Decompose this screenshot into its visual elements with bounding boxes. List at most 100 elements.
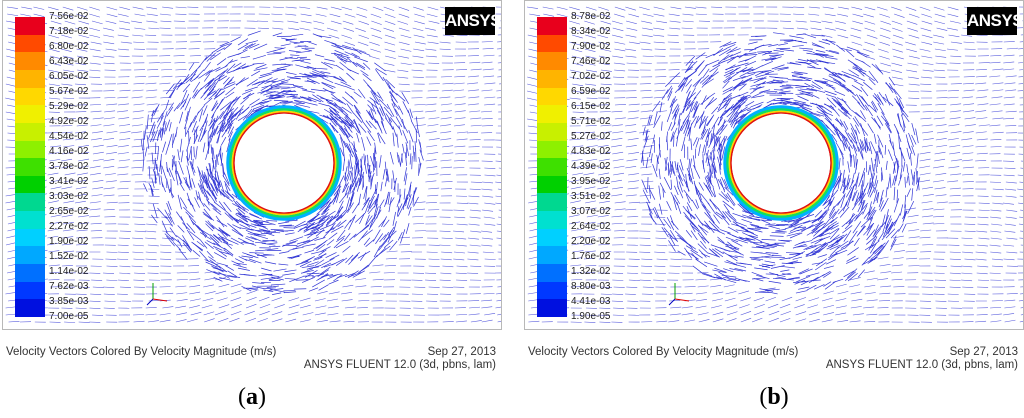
vector-plot-viewport[interactable]: 7.56e-02 7.18e-02 6.80e-02 6.43e-02 6.05e-02…	[2, 0, 502, 330]
colorbar-segment	[537, 281, 567, 300]
colorbar-segment	[537, 69, 567, 89]
colorbar-tick-label: 4.92e-02	[49, 116, 89, 127]
panel-a: 7.56e-02 7.18e-02 6.80e-02 6.43e-02 6.05e-02…	[2, 0, 502, 418]
colorbar-segment	[537, 175, 567, 194]
colorbar-tick-label: 4.16e-02	[49, 146, 89, 157]
colorbar-tick-label: 3.07e-02	[571, 206, 611, 217]
colorbar-tick-label: 7.56e-02	[49, 11, 89, 22]
colorbar-segment	[15, 140, 45, 159]
colorbar-segment	[15, 17, 45, 36]
colorbar-segment	[15, 299, 45, 318]
colorbar-segment	[15, 34, 45, 53]
cylinder-body	[234, 113, 334, 213]
colorbar-tick-label: 8.34e-02	[571, 26, 611, 37]
colorbar-tick-label: 5.29e-02	[49, 101, 89, 112]
colorbar-segment	[15, 175, 45, 194]
caption-date: Sep 27, 2013	[949, 346, 1018, 358]
plot-caption: Velocity Vectors Colored By Velocity Mag…	[2, 332, 502, 372]
colorbar-segment	[537, 211, 567, 230]
colorbar-tick-label: 1.32e-02	[571, 266, 611, 277]
colorbar-segment	[537, 264, 567, 283]
colorbar-tick-label: 2.20e-02	[571, 236, 611, 247]
colorbar-tick-label: 6.15e-02	[571, 101, 611, 112]
colorbar-tick-label: 6.05e-02	[49, 71, 89, 82]
caption-title: Velocity Vectors Colored By Velocity Mag…	[528, 346, 799, 358]
colorbar-tick-label: 1.52e-02	[49, 251, 89, 262]
ansys-logo: ANSYS	[967, 7, 1023, 35]
panel-label: (b)	[759, 384, 789, 410]
colorbar-tick-label: 1.90e-02	[49, 236, 89, 247]
colorbar-tick-label: 7.02e-02	[571, 71, 611, 82]
colorbar-segment	[537, 34, 567, 53]
colorbar-tick-label: 4.39e-02	[571, 161, 611, 172]
colorbar-tick-label: 1.76e-02	[571, 251, 611, 262]
colorbar-tick-label: 3.85e-03	[49, 296, 89, 307]
caption-info: Sep 27, 2013 ANSYS FLUENT 12.0 (3d, pbns…	[304, 346, 496, 372]
colorbar-segment	[15, 211, 45, 230]
colorbar	[537, 17, 567, 318]
colorbar-tick-label: 5.27e-02	[571, 131, 611, 142]
boundary-layer-ring	[730, 112, 832, 214]
colorbar-segment	[15, 105, 45, 124]
colorbar-tick-label: 4.54e-02	[49, 131, 89, 142]
boundary-layer-ring	[726, 108, 836, 218]
colorbar-tick-label: 5.71e-02	[571, 116, 611, 127]
colorbar-segment	[537, 17, 567, 36]
colorbar-tick-label: 2.27e-02	[49, 221, 89, 232]
boundary-layer-ring	[226, 105, 342, 221]
colorbar-segment	[537, 52, 567, 71]
colorbar-segment	[15, 264, 45, 283]
colorbar-segment	[15, 281, 45, 300]
colorbar	[15, 17, 45, 318]
colorbar-tick-label: 7.46e-02	[571, 56, 611, 67]
velocity-vector-field	[526, 6, 1023, 323]
colorbar-tick-label: 6.80e-02	[49, 41, 89, 52]
colorbar-labels: 7.56e-02 7.18e-02 6.80e-02 6.43e-02 6.05e-02…	[49, 12, 139, 322]
colorbar-tick-label: 8.78e-02	[571, 11, 611, 22]
xyz-axes-icon	[146, 283, 168, 306]
colorbar-segment	[15, 122, 45, 142]
colorbar-tick-label: 3.03e-02	[49, 191, 89, 202]
colorbar-tick-label: 8.80e-03	[571, 281, 611, 292]
boundary-layer-ring	[229, 108, 339, 218]
colorbar-tick-label: 1.14e-02	[49, 266, 89, 277]
colorbar-segment	[537, 246, 567, 265]
colorbar-tick-label: 2.65e-02	[49, 206, 89, 217]
colorbar-tick-label: 4.41e-03	[571, 296, 611, 307]
colorbar-segment	[15, 193, 45, 212]
colorbar-tick-label: 6.59e-02	[571, 86, 611, 97]
colorbar-segment	[537, 228, 567, 247]
cylinder-body	[731, 113, 831, 213]
colorbar-tick-label: 7.62e-03	[49, 281, 89, 292]
colorbar-segment	[537, 105, 567, 124]
colorbar-segment	[537, 193, 567, 212]
colorbar-segment	[15, 52, 45, 71]
colorbar-tick-label: 4.83e-02	[571, 146, 611, 157]
vector-plot-viewport[interactable]: 8.78e-02 8.34e-02 7.90e-02 7.46e-02 7.02e-02…	[524, 0, 1024, 330]
colorbar-labels: 8.78e-02 8.34e-02 7.90e-02 7.46e-02 7.02e-02…	[571, 12, 661, 322]
colorbar-tick-label: 1.90e-05	[571, 311, 611, 322]
colorbar-segment	[537, 158, 567, 177]
caption-date: Sep 27, 2013	[427, 346, 496, 358]
colorbar-tick-label: 3.41e-02	[49, 176, 89, 187]
boundary-layer-ring	[233, 112, 335, 214]
plot-caption: Velocity Vectors Colored By Velocity Mag…	[524, 332, 1024, 372]
panel-label: (a)	[238, 384, 266, 410]
caption-info: Sep 27, 2013 ANSYS FLUENT 12.0 (3d, pbns…	[826, 346, 1018, 372]
boundary-layer-ring	[723, 105, 839, 221]
boundary-layer-ring	[728, 110, 834, 216]
colorbar-tick-label: 7.90e-02	[571, 41, 611, 52]
caption-solver: ANSYS FLUENT 12.0 (3d, pbns, lam)	[825, 359, 1018, 371]
colorbar-tick-label: 2.64e-02	[571, 221, 611, 232]
colorbar-tick-label: 7.00e-05	[49, 311, 89, 322]
colorbar-segment	[15, 228, 45, 247]
ansys-logo: ANSYS	[445, 7, 501, 35]
colorbar-tick-label: 3.78e-02	[49, 161, 89, 172]
colorbar-segment	[15, 246, 45, 265]
colorbar-segment	[537, 140, 567, 159]
panel-b: 8.78e-02 8.34e-02 7.90e-02 7.46e-02 7.02e-02…	[524, 0, 1024, 418]
colorbar-tick-label: 3.51e-02	[571, 191, 611, 202]
colorbar-segment	[15, 87, 45, 106]
colorbar-segment	[15, 69, 45, 89]
vortex-vectors	[641, 32, 921, 295]
